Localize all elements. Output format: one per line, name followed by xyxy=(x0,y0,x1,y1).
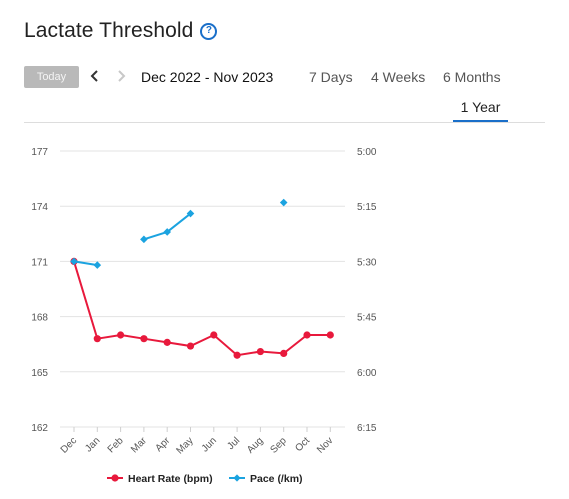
x-tick-label: Feb xyxy=(106,435,126,455)
pace-point xyxy=(140,235,148,244)
heart-rate-point xyxy=(280,349,288,357)
y-left-tick-label: 165 xyxy=(31,368,48,379)
heart-rate-point xyxy=(303,331,311,339)
heart-rate-point xyxy=(163,338,171,346)
date-range-label: Dec 2022 - Nov 2023 xyxy=(141,69,274,85)
x-tick-label: Aug xyxy=(245,435,265,455)
x-tick-label: Jan xyxy=(83,435,102,454)
y-left-tick-label: 174 xyxy=(31,202,48,213)
heart-rate-point xyxy=(93,335,101,343)
pace-point xyxy=(163,228,171,236)
x-tick-label: Dec xyxy=(59,435,79,455)
heart-rate-point xyxy=(233,351,241,359)
chevron-right-icon[interactable] xyxy=(113,64,129,88)
heart-rate-point xyxy=(186,342,195,350)
pace-point xyxy=(279,198,288,207)
heart-rate-point xyxy=(210,331,218,339)
tab-4-weeks[interactable]: 4 Weeks xyxy=(371,69,426,85)
y-right-tick-label: 5:30 xyxy=(357,257,377,268)
y-right-tick-label: 6:00 xyxy=(357,368,377,379)
pace-point xyxy=(93,261,102,269)
heart-rate-point xyxy=(256,347,264,356)
tab-7-days[interactable]: 7 Days xyxy=(309,69,353,85)
title-row: Lactate Threshold ? xyxy=(24,16,218,46)
tab-1-year[interactable]: 1 Year xyxy=(460,99,501,115)
help-icon[interactable]: ? xyxy=(200,22,218,40)
y-left-tick-label: 162 xyxy=(31,423,48,434)
y-right-tick-label: 5:00 xyxy=(357,147,377,158)
y-right-tick-label: 6:15 xyxy=(357,423,377,434)
x-tick-label: Apr xyxy=(154,435,173,454)
y-left-tick-label: 168 xyxy=(31,313,48,324)
page-title: Lactate Threshold xyxy=(24,19,194,42)
pace-point xyxy=(70,257,78,266)
x-tick-label: Nov xyxy=(315,435,335,455)
header-divider xyxy=(24,122,545,123)
x-tick-label: Sep xyxy=(268,435,289,456)
legend-heart-rate-marker xyxy=(111,474,119,482)
legend-pace-label: Pace (/km) xyxy=(250,473,303,485)
y-left-tick-label: 177 xyxy=(31,147,48,158)
today-button[interactable]: Today xyxy=(24,66,79,88)
chevron-left-icon[interactable] xyxy=(87,64,103,88)
y-right-tick-label: 5:45 xyxy=(357,313,377,324)
active-tab-indicator xyxy=(453,120,508,122)
x-tick-label: Oct xyxy=(293,435,312,454)
x-tick-label: Jun xyxy=(200,435,219,454)
legend-heart-rate-label: Heart Rate (bpm) xyxy=(128,473,213,485)
legend-pace-marker xyxy=(233,474,241,482)
pace-line xyxy=(73,260,98,267)
heart-rate-point xyxy=(326,331,334,339)
heart-rate-point xyxy=(140,335,148,343)
pace-point xyxy=(186,209,195,218)
x-tick-label: May xyxy=(174,435,195,456)
tab-6-months[interactable]: 6 Months xyxy=(443,69,501,85)
x-tick-label: Mar xyxy=(129,435,149,455)
y-left-tick-label: 171 xyxy=(31,257,48,268)
heart-rate-line xyxy=(73,261,331,357)
heart-rate-point xyxy=(117,331,125,339)
y-right-tick-label: 5:15 xyxy=(357,202,377,213)
x-tick-label: Jul xyxy=(225,435,242,452)
